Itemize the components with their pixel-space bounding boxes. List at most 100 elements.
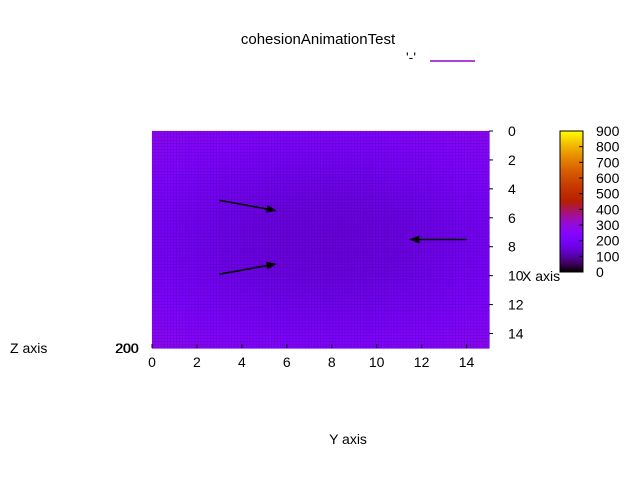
heatmap-cell (432, 159, 445, 168)
heatmap-cell (466, 174, 479, 183)
heatmap-cell (376, 275, 389, 284)
heatmap-cell (309, 275, 322, 284)
heatmap-cell (253, 174, 265, 183)
heatmap-cell (185, 261, 198, 270)
heatmap-cell (241, 159, 254, 168)
heatmap-cell (185, 275, 198, 284)
heatmap-cell (196, 268, 209, 277)
heatmap-cell (241, 138, 254, 147)
heatmap-cell (444, 282, 456, 291)
heatmap-cell (387, 138, 400, 147)
heatmap-cell (354, 297, 367, 306)
heatmap-cell (219, 340, 232, 349)
heatmap-cell (185, 210, 198, 219)
heatmap-cell (331, 181, 344, 190)
heatmap-cell (410, 246, 423, 255)
heatmap-cell (376, 261, 389, 270)
heatmap-cell (387, 239, 400, 248)
heatmap-cell (320, 253, 333, 262)
heatmap-cell (376, 188, 389, 197)
heatmap-cell (432, 138, 445, 147)
heatmap-cell (275, 340, 288, 349)
heatmap-cell (410, 138, 423, 147)
heatmap-cell (275, 268, 288, 277)
heatmap-cell (365, 253, 378, 262)
heatmap-cell (354, 268, 367, 277)
heatmap-cell (163, 333, 176, 342)
x-tick-label: 10 (369, 354, 385, 370)
heatmap-cell (253, 210, 265, 219)
heatmap-cell (444, 319, 456, 327)
heatmap-cell (342, 319, 355, 327)
heatmap-cell (331, 275, 344, 284)
heatmap-cell (354, 282, 367, 291)
heatmap-cell (342, 225, 355, 233)
heatmap-cell (275, 297, 288, 306)
heatmap-cell (152, 217, 164, 226)
heatmap-cell (219, 203, 232, 212)
heatmap-cell (309, 145, 322, 154)
heatmap-cell (275, 210, 288, 219)
heatmap-cell (387, 167, 400, 175)
heatmap-cell (286, 282, 299, 291)
heatmap-cell (196, 304, 209, 313)
heatmap-cell (399, 225, 411, 233)
heatmap-cell (477, 261, 490, 270)
heatmap-cell (275, 152, 288, 161)
heatmap-cell (354, 311, 367, 320)
heatmap-cell (275, 181, 288, 190)
heatmap-cell (241, 333, 254, 342)
heatmap-cell (219, 246, 232, 255)
heatmap-cell (253, 268, 265, 277)
heatmap-cell (208, 239, 220, 248)
heatmap-cell (163, 232, 176, 241)
heatmap-cell (309, 297, 322, 306)
heatmap-cell (365, 174, 378, 183)
heatmap-cell (410, 196, 423, 204)
heatmap-cell (219, 232, 232, 241)
heatmap-cell (196, 145, 209, 154)
heatmap-cell (298, 239, 310, 248)
heatmap-cell (455, 145, 468, 154)
heatmap-cell (309, 290, 322, 298)
heatmap-cell (264, 297, 277, 306)
legend-entry-label: '-' (406, 49, 416, 65)
heatmap-cell (264, 188, 277, 197)
heatmap-cell (387, 174, 400, 183)
heatmap-cell (320, 225, 333, 233)
heatmap-cell (230, 268, 243, 277)
heatmap-cell (365, 304, 378, 313)
y-tick-label: 4 (508, 181, 516, 197)
heatmap-cell (466, 167, 479, 175)
heatmap-cell (387, 340, 400, 349)
heatmap-cell (477, 225, 490, 233)
heatmap-cell (421, 188, 434, 197)
heatmap-cell (174, 210, 187, 219)
x-tick-label: 2 (193, 354, 201, 370)
heatmap-cell (466, 333, 479, 342)
x-axis-label: Y axis (329, 431, 367, 447)
heatmap-cell (421, 311, 434, 320)
heatmap-cell (477, 282, 490, 291)
colorbar-gradient (559, 130, 584, 273)
heatmap-cell (309, 311, 322, 320)
heatmap-cell (387, 181, 400, 190)
heatmap-cell (185, 225, 198, 233)
heatmap-cell (342, 311, 355, 320)
heatmap-cell (230, 188, 243, 197)
heatmap-cell (354, 333, 367, 342)
heatmap-cell (376, 174, 389, 183)
heatmap-cell (410, 326, 423, 335)
heatmap-cell (354, 232, 367, 241)
heatmap-cell (410, 159, 423, 168)
heatmap-cell (421, 319, 434, 327)
heatmap-cell (152, 319, 164, 327)
heatmap-cell (152, 152, 164, 161)
colorbar-tick-label: 200 (596, 233, 620, 249)
heatmap-cell (376, 210, 389, 219)
heatmap-cell (342, 326, 355, 335)
heatmap-cell (365, 239, 378, 248)
heatmap-cell (387, 188, 400, 197)
heatmap-cell (331, 225, 344, 233)
vector-arrows (219, 199, 467, 275)
